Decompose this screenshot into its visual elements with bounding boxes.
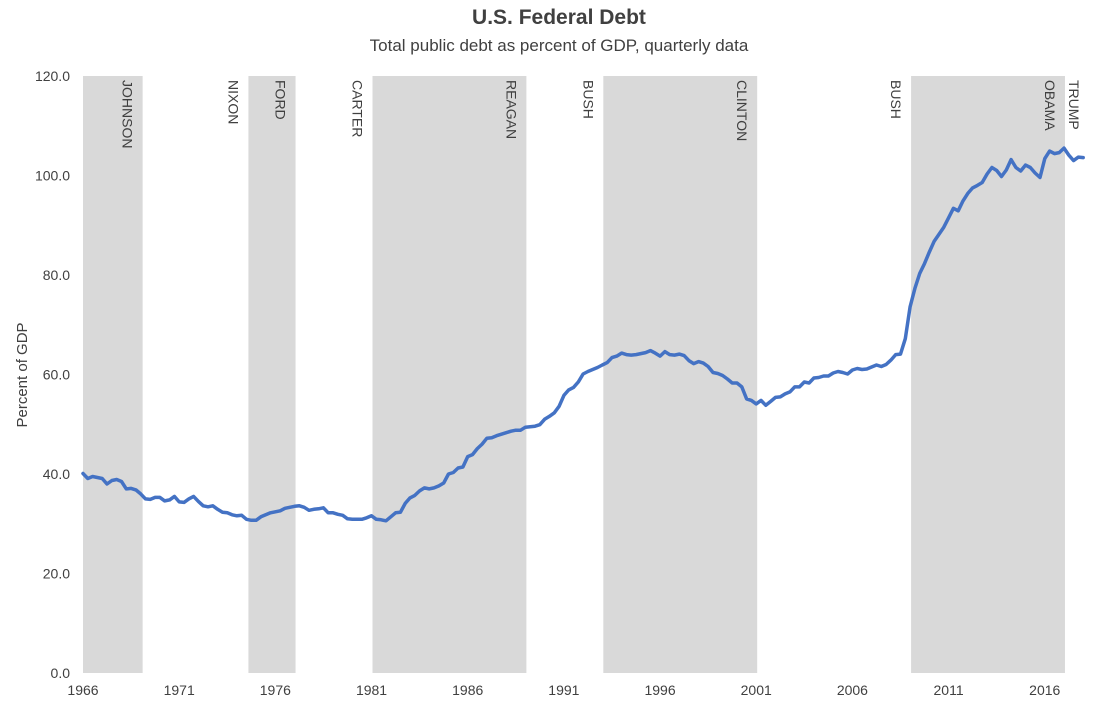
x-tick-label: 1976 <box>260 682 291 698</box>
chart-title: U.S. Federal Debt <box>472 6 646 29</box>
x-tick-label: 1981 <box>356 682 387 698</box>
presidency-bands <box>83 76 1065 673</box>
y-tick-label: 0.0 <box>51 665 71 681</box>
presidency-labels: JOHNSON NIXON FORD CARTER REAGAN BUSH CLINTON B… <box>120 80 1082 148</box>
presidency-label-bush: BUSH <box>580 80 596 119</box>
series-line-debt-pct-gdp <box>81 146 1085 523</box>
x-tick-label: 2016 <box>1029 682 1060 698</box>
y-tick-label: 20.0 <box>43 566 70 582</box>
y-axis-ticks: 0.0 20.0 40.0 60.0 80.0 100.0 120.0 <box>35 68 70 681</box>
x-tick-label: 2001 <box>741 682 772 698</box>
y-tick-label: 40.0 <box>43 466 70 482</box>
x-axis-ticks: 1966 1971 1976 1981 1986 1991 1996 2001 2006 2011… <box>67 682 1060 698</box>
presidency-label-nixon: NIXON <box>225 80 241 124</box>
presidency-band-reagan <box>372 76 527 673</box>
x-tick-label: 1966 <box>67 682 98 698</box>
x-tick-label: 2011 <box>934 682 964 698</box>
presidency-label-ford: FORD <box>273 80 289 120</box>
chart-subtitle: Total public debt as percent of GDP, qua… <box>369 36 749 55</box>
x-tick-label: 1986 <box>452 682 483 698</box>
y-tick-label: 60.0 <box>43 367 70 383</box>
x-tick-label: 1996 <box>644 682 675 698</box>
presidency-label-bush: BUSH <box>888 80 904 119</box>
y-tick-label: 100.0 <box>35 168 70 184</box>
presidency-label-carter: CARTER <box>349 80 365 137</box>
presidency-label-reagan: REAGAN <box>503 80 519 139</box>
presidency-label-clinton: CLINTON <box>734 80 750 141</box>
y-axis-label: Percent of GDP <box>14 322 31 427</box>
series-layer <box>81 146 1085 523</box>
presidency-band-clinton <box>603 76 758 673</box>
y-tick-label: 80.0 <box>43 267 70 283</box>
presidency-label-trump: TRUMP <box>1066 80 1082 130</box>
presidency-band-ford <box>248 76 296 673</box>
y-tick-label: 120.0 <box>35 68 70 84</box>
presidency-label-johnson: JOHNSON <box>120 80 136 148</box>
presidency-band-johnson <box>83 76 143 673</box>
x-tick-label: 1991 <box>548 682 579 698</box>
presidency-label-obama: OBAMA <box>1042 80 1058 131</box>
x-tick-label: 1971 <box>164 682 195 698</box>
x-tick-label: 2006 <box>837 682 868 698</box>
